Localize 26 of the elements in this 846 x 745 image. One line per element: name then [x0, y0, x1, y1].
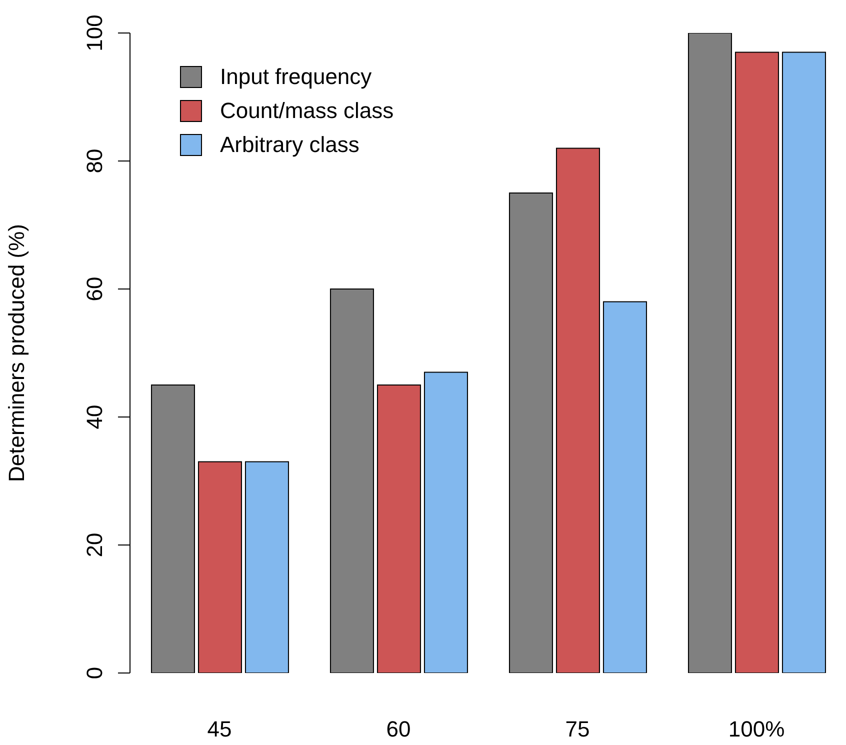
- bar: [688, 33, 732, 673]
- y-tick-label: 60: [82, 276, 107, 302]
- bar: [782, 52, 826, 673]
- y-tick-label: 0: [82, 666, 107, 680]
- bar: [508, 192, 553, 673]
- bar: [556, 148, 600, 673]
- y-tick-label: 100: [82, 14, 107, 52]
- bar: [330, 288, 374, 673]
- x-tick-label: 75: [565, 716, 590, 742]
- bar: [424, 372, 468, 673]
- bar: [376, 384, 421, 673]
- legend-label: Arbitrary class: [220, 131, 360, 159]
- bar: [244, 461, 289, 673]
- y-tick-label: 40: [82, 404, 107, 430]
- bar: [150, 384, 195, 673]
- bar: [734, 52, 779, 673]
- legend-label: Count/mass class: [220, 97, 394, 125]
- legend-label: Input frequency: [220, 63, 372, 91]
- y-tick-label: 20: [82, 532, 107, 558]
- bar: [602, 301, 647, 673]
- x-tick-label: 45: [207, 716, 232, 742]
- x-tick-label: 100%: [728, 716, 785, 742]
- x-tick-label: 60: [386, 716, 411, 742]
- y-tick-label: 80: [82, 148, 107, 174]
- y-axis-title: Determiners produced (%): [4, 224, 29, 482]
- bar: [198, 461, 242, 673]
